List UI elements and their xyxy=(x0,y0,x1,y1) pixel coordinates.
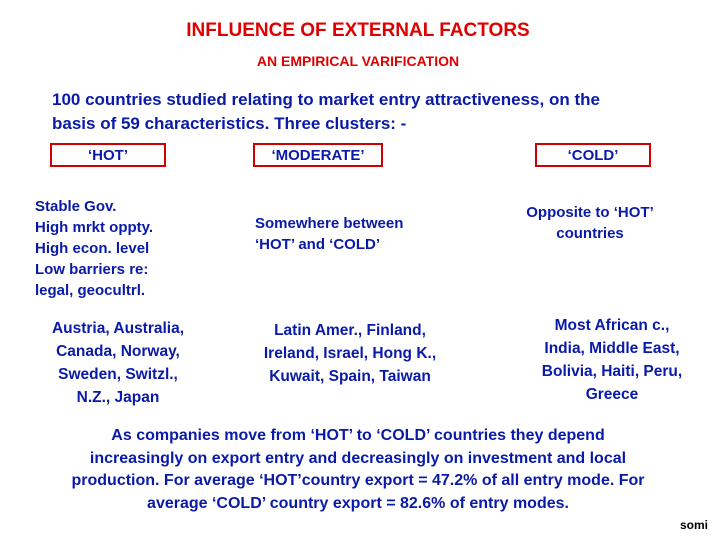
conclusion-line: production. For average ‘HOT’country exp… xyxy=(71,472,645,489)
country-line: Latin Amer., Finland, xyxy=(274,322,426,339)
country-line: Canada, Norway, xyxy=(56,343,180,360)
feature-line: ‘HOT’ and ‘COLD’ xyxy=(255,236,381,253)
country-line: India, Middle East, xyxy=(544,340,680,357)
country-line: Greece xyxy=(585,386,639,403)
subtitle: AN EMPIRICAL VARIFICATION xyxy=(256,53,460,69)
country-line: N.Z., Japan xyxy=(76,389,160,406)
cluster-box xyxy=(535,143,651,167)
feature-line: Somewhere between xyxy=(255,215,404,232)
country-line: Sweden, Switzl., xyxy=(58,366,178,383)
feature-line: Stable Gov. xyxy=(35,198,117,215)
cluster-header: ‘MODERATE’ xyxy=(271,147,365,164)
country-line: Kuwait, Spain, Taiwan xyxy=(269,368,431,385)
conclusion-line: As companies move from ‘HOT’ to ‘COLD’ c… xyxy=(111,427,605,444)
country-line: Most African c., xyxy=(554,317,670,334)
feature-line: Opposite to ‘HOT’ xyxy=(526,204,654,221)
footer: somi xyxy=(679,518,708,532)
country-line: Ireland, Israel, Hong K., xyxy=(263,345,437,362)
intro-line: 100 countries studied relating to market… xyxy=(52,90,600,109)
country-line: Bolivia, Haiti, Peru, xyxy=(541,363,683,380)
cluster-header: ‘HOT’ xyxy=(88,147,128,164)
feature-line: countries xyxy=(556,225,624,242)
feature-line: legal, geocultrl. xyxy=(35,282,146,299)
country-line: Austria, Australia, xyxy=(51,320,185,337)
feature-line: High mrkt oppty. xyxy=(35,219,154,236)
conclusion-line: increasingly on export entry and decreas… xyxy=(89,449,627,467)
cluster-box xyxy=(50,143,166,167)
feature-line: Low barriers re: xyxy=(35,261,149,278)
cluster-box xyxy=(253,143,383,167)
intro-line: basis of 59 characteristics. Three clust… xyxy=(52,114,407,133)
conclusion-line: average ‘COLD’ country export = 82.6% of… xyxy=(147,494,569,512)
cluster-header: ‘COLD’ xyxy=(567,147,619,164)
title: INFLUENCE OF EXTERNAL FACTORS xyxy=(186,20,530,41)
feature-line: High econ. level xyxy=(35,240,150,257)
